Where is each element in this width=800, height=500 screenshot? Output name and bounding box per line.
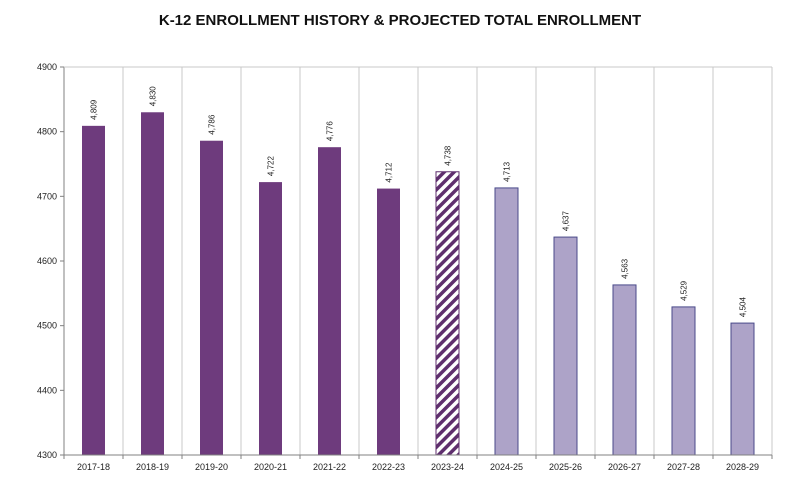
bar-2020-21 bbox=[259, 182, 282, 455]
bar-2027-28 bbox=[671, 306, 696, 456]
x-tick-label: 2017-18 bbox=[77, 462, 110, 472]
data-label: 4,713 bbox=[503, 161, 512, 182]
x-tick-label: 2027-28 bbox=[667, 462, 700, 472]
y-tick-label: 4500 bbox=[37, 321, 57, 331]
grid-lines bbox=[122, 67, 714, 455]
data-label: 4,809 bbox=[90, 99, 99, 120]
x-tick-label: 2025-26 bbox=[549, 462, 582, 472]
x-tick-label: 2026-27 bbox=[608, 462, 641, 472]
x-tick-label: 2023-24 bbox=[431, 462, 464, 472]
x-tick-label: 2020-21 bbox=[254, 462, 287, 472]
bars bbox=[82, 112, 755, 456]
x-tick-label: 2028-29 bbox=[726, 462, 759, 472]
chart-title: K-12 ENROLLMENT HISTORY & PROJECTED TOTA… bbox=[158, 12, 642, 29]
bar-2018-19 bbox=[141, 112, 164, 456]
y-tick-label: 4900 bbox=[37, 62, 57, 72]
y-tick-label: 4400 bbox=[37, 385, 57, 395]
data-label: 4,563 bbox=[621, 258, 630, 279]
bar-2022-23 bbox=[377, 188, 400, 455]
data-label: 4,712 bbox=[385, 162, 394, 183]
x-tick-label: 2024-25 bbox=[490, 462, 523, 472]
x-tick-label: 2021-22 bbox=[313, 462, 346, 472]
data-label: 4,637 bbox=[562, 211, 571, 232]
y-tick-label: 4600 bbox=[37, 256, 57, 266]
bar-2017-18 bbox=[82, 125, 105, 455]
bar-2023-24 bbox=[435, 171, 460, 456]
bar-2026-27 bbox=[612, 284, 637, 456]
x-tick-label: 2022-23 bbox=[372, 462, 405, 472]
bar-2028-29 bbox=[730, 322, 755, 456]
data-label: 4,830 bbox=[149, 86, 158, 107]
data-label: 4,504 bbox=[739, 297, 748, 318]
y-tick-label: 4800 bbox=[37, 127, 57, 137]
labels: 4300 4400 4500 4600 4700 4800 4900 2017-18 4,809… bbox=[37, 62, 759, 472]
data-label: 4,738 bbox=[444, 145, 453, 166]
x-tick-label: 2018-19 bbox=[136, 462, 169, 472]
data-label: 4,776 bbox=[326, 121, 335, 142]
y-tick-label: 4700 bbox=[37, 191, 57, 201]
x-tick-label: 2019-20 bbox=[195, 462, 228, 472]
data-label: 4,529 bbox=[680, 280, 689, 301]
axes bbox=[60, 66, 773, 459]
data-label: 4,786 bbox=[208, 114, 217, 135]
bar-2021-22 bbox=[318, 147, 341, 456]
data-label: 4,722 bbox=[267, 156, 276, 177]
bar-2025-26 bbox=[553, 236, 578, 456]
y-tick-label: 4300 bbox=[37, 450, 57, 460]
bar-2024-25 bbox=[494, 187, 519, 456]
bar-2019-20 bbox=[200, 140, 223, 455]
